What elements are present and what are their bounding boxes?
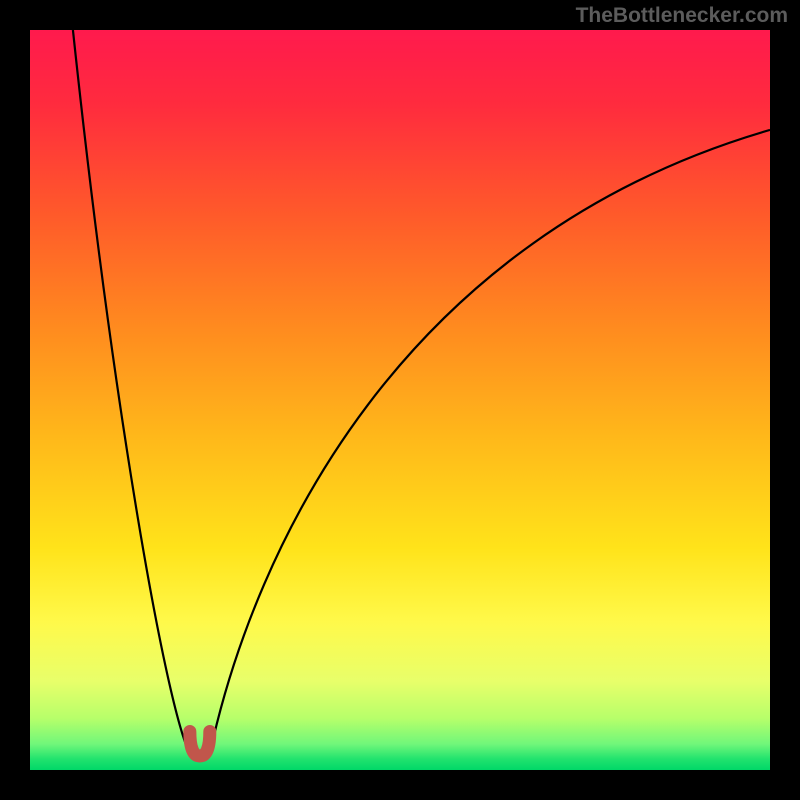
gradient-background xyxy=(30,30,770,770)
attribution-text: TheBottlenecker.com xyxy=(576,4,788,28)
gradient-and-curves-svg xyxy=(30,30,770,770)
plot-area xyxy=(30,30,770,770)
chart-stage: TheBottlenecker.com xyxy=(0,0,800,800)
